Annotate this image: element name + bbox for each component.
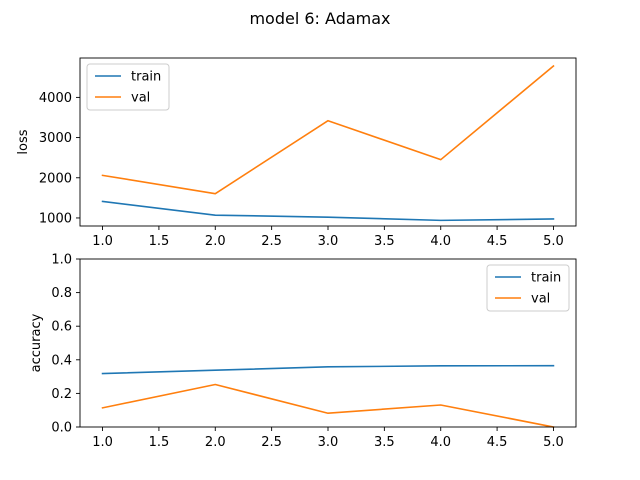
loss-x-tick-label: 1.5 xyxy=(149,234,170,249)
loss-x-tick-label: 4.5 xyxy=(487,234,508,249)
loss-legend-val-label: val xyxy=(131,91,150,106)
loss-y-tick-label: 4000 xyxy=(39,91,72,106)
accuracy-y-tick-label: 1.0 xyxy=(51,253,72,268)
accuracy-x-tick-label: 2.5 xyxy=(261,435,282,450)
accuracy-x-tick-label: 2.0 xyxy=(205,435,226,450)
loss-y-tick-label: 3000 xyxy=(39,131,72,146)
loss-x-tick-label: 5.0 xyxy=(543,234,564,249)
figure-title: model 6: Adamax xyxy=(249,9,390,28)
accuracy-y-tick-label: 0.2 xyxy=(51,387,72,402)
loss-y-tick-label: 1000 xyxy=(39,211,72,226)
loss-x-tick-label: 3.0 xyxy=(318,234,339,249)
accuracy-y-tick-label: 0.8 xyxy=(51,286,72,301)
accuracy-x-tick-label: 5.0 xyxy=(543,435,564,450)
loss-y-axis-label: loss xyxy=(16,129,31,154)
loss-x-tick-label: 3.5 xyxy=(374,234,395,249)
loss-x-tick-label: 4.0 xyxy=(430,234,451,249)
accuracy-val-line xyxy=(101,383,555,428)
accuracy-x-tick-label: 1.5 xyxy=(149,435,170,450)
accuracy-legend-val-label: val xyxy=(531,292,550,307)
accuracy-train-line xyxy=(101,364,555,375)
loss-train-line xyxy=(101,200,555,222)
accuracy-legend-train-label: train xyxy=(531,271,561,286)
loss-x-tick-label: 2.5 xyxy=(261,234,282,249)
accuracy-x-tick-label: 4.0 xyxy=(430,435,451,450)
accuracy-y-tick-label: 0.0 xyxy=(51,421,72,436)
accuracy-y-tick-label: 0.4 xyxy=(51,353,72,368)
loss-y-tick-label: 2000 xyxy=(39,171,72,186)
accuracy-x-tick-label: 3.0 xyxy=(318,435,339,450)
loss-panel: 1.0 1.5 2.0 2.5 3.0 3.5 4.0 4.5 5.0 1000 2000 3000 4… xyxy=(16,57,577,249)
loss-x-tick-label: 2.0 xyxy=(205,234,226,249)
accuracy-y-axis-label: accuracy xyxy=(29,313,44,372)
loss-legend-train-label: train xyxy=(131,70,161,85)
accuracy-y-tick-label: 0.6 xyxy=(51,320,72,335)
loss-x-tick-label: 1.0 xyxy=(92,234,113,249)
loss-val-line xyxy=(101,64,555,195)
accuracy-x-tick-label: 1.0 xyxy=(92,435,113,450)
accuracy-x-tick-label: 3.5 xyxy=(374,435,395,450)
accuracy-panel: 1.0 1.5 2.0 2.5 3.0 3.5 4.0 4.5 5.0 0.0 0.2 0.4 0.6 0… xyxy=(29,253,577,450)
accuracy-x-tick-label: 4.5 xyxy=(487,435,508,450)
